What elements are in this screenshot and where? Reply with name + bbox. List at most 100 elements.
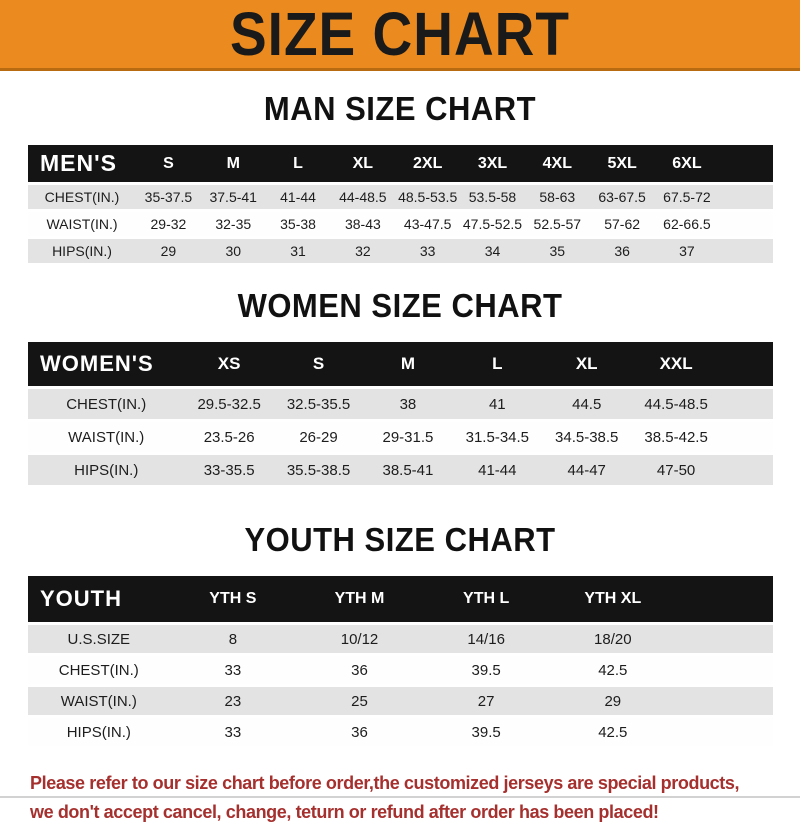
column-header: S	[273, 342, 364, 386]
table-row: CHEST(IN.) 29.5-32.5 32.5-35.5 38 41 44.5 44.5…	[28, 389, 773, 419]
disclaimer-line-2: we don't accept cancel, change, teturn o…	[30, 802, 659, 822]
size-value: 29.5-32.5	[184, 389, 274, 419]
size-value: 31	[265, 239, 331, 263]
size-value: 32-35	[200, 212, 266, 236]
size-value: 57-62	[589, 212, 655, 236]
table-corner-label: MEN'S	[28, 145, 137, 182]
size-value: 37	[654, 239, 720, 263]
size-value: 23.5-26	[184, 422, 274, 452]
row-spacer	[720, 389, 773, 419]
row-spacer	[720, 422, 773, 452]
size-value: 14/16	[422, 625, 550, 653]
row-label: CHEST(IN.)	[28, 656, 170, 684]
row-spacer	[719, 212, 773, 236]
table-corner-label: WOMEN'S	[28, 342, 185, 386]
row-label: HIPS(IN.)	[28, 718, 170, 746]
header-spacer	[720, 342, 773, 386]
table-row: WAIST(IN.) 23.5-26 26-29 29-31.5 31.5-34.5 34…	[28, 422, 773, 452]
column-header: S	[136, 145, 201, 182]
row-spacer	[676, 687, 773, 715]
row-spacer	[719, 185, 773, 209]
row-spacer	[720, 455, 773, 485]
table-row: WAIST(IN.) 23 25 27 29	[28, 687, 773, 715]
size-value: 18/20	[549, 625, 677, 653]
size-value: 35.5-38.5	[273, 455, 364, 485]
youth-section-heading: YOUTH SIZE CHART	[244, 520, 556, 559]
row-spacer	[719, 239, 773, 263]
size-value: 38-43	[330, 212, 396, 236]
column-header: 5XL	[589, 145, 655, 182]
size-value: 33	[169, 718, 297, 746]
table-row: HIPS(IN.) 29 30 31 32 33 34 35 36 37	[28, 239, 773, 263]
bottom-divider	[0, 796, 800, 798]
size-value: 44.5-48.5	[631, 389, 721, 419]
row-label: U.S.SIZE	[28, 625, 170, 653]
column-header: M	[200, 145, 266, 182]
size-value: 30	[200, 239, 266, 263]
size-value: 36	[589, 239, 655, 263]
table-header-row: YOUTH YTH S YTH M YTH L YTH XL	[28, 576, 773, 622]
size-value: 33	[395, 239, 461, 263]
women-size-table: WOMEN'S XS S M L XL XXL CHEST(IN.) 29.5-32.5 32.5…	[28, 339, 773, 488]
disclaimer-note: Please refer to our size chart before or…	[30, 769, 800, 827]
table-header-row: MEN'S S M L XL 2XL 3XL 4XL 5XL 6XL	[28, 145, 773, 182]
row-label: CHEST(IN.)	[28, 389, 185, 419]
table-row: CHEST(IN.) 33 36 39.5 42.5	[28, 656, 773, 684]
column-header: YTH L	[422, 576, 550, 622]
table-corner-label: YOUTH	[28, 576, 170, 622]
size-value: 29	[136, 239, 201, 263]
header-spacer	[719, 145, 773, 182]
size-value: 29	[549, 687, 677, 715]
size-value: 38.5-42.5	[631, 422, 721, 452]
row-label: WAIST(IN.)	[28, 687, 170, 715]
column-header: 3XL	[460, 145, 525, 182]
row-spacer	[676, 625, 773, 653]
size-value: 34.5-38.5	[542, 422, 632, 452]
disclaimer-line-1: Please refer to our size chart before or…	[30, 773, 740, 793]
row-spacer	[676, 718, 773, 746]
table-row: U.S.SIZE 8 10/12 14/16 18/20	[28, 625, 773, 653]
column-header: L	[452, 342, 543, 386]
column-header: M	[363, 342, 453, 386]
size-value: 35-37.5	[136, 185, 201, 209]
size-value: 25	[296, 687, 423, 715]
size-value: 29-31.5	[363, 422, 453, 452]
size-value: 34	[460, 239, 525, 263]
size-value: 41-44	[265, 185, 331, 209]
column-header: YTH M	[296, 576, 423, 622]
size-value: 23	[169, 687, 297, 715]
table-header-row: WOMEN'S XS S M L XL XXL	[28, 342, 773, 386]
row-label: HIPS(IN.)	[28, 455, 185, 485]
column-header: 6XL	[654, 145, 720, 182]
size-value: 42.5	[549, 656, 677, 684]
size-value: 36	[296, 656, 423, 684]
size-value: 58-63	[524, 185, 590, 209]
column-header: XXL	[631, 342, 721, 386]
column-header: XL	[330, 145, 396, 182]
size-value: 39.5	[422, 656, 550, 684]
row-label: CHEST(IN.)	[28, 185, 137, 209]
size-value: 35-38	[265, 212, 331, 236]
size-value: 33	[169, 656, 297, 684]
size-value: 31.5-34.5	[452, 422, 543, 452]
size-value: 44-47	[542, 455, 632, 485]
size-value: 38	[363, 389, 453, 419]
table-row: HIPS(IN.) 33-35.5 35.5-38.5 38.5-41 41-44 44-…	[28, 455, 773, 485]
row-label: HIPS(IN.)	[28, 239, 137, 263]
column-header: XS	[184, 342, 274, 386]
row-label: WAIST(IN.)	[28, 422, 185, 452]
banner-title: SIZE CHART	[230, 0, 570, 69]
size-value: 29-32	[136, 212, 201, 236]
size-value: 36	[296, 718, 423, 746]
size-value: 44-48.5	[330, 185, 396, 209]
table-row: WAIST(IN.) 29-32 32-35 35-38 38-43 43-47.5 47.…	[28, 212, 773, 236]
size-value: 44.5	[542, 389, 632, 419]
size-value: 62-66.5	[654, 212, 720, 236]
table-row: HIPS(IN.) 33 36 39.5 42.5	[28, 718, 773, 746]
size-value: 10/12	[296, 625, 423, 653]
header-spacer	[676, 576, 773, 622]
size-value: 41	[452, 389, 543, 419]
youth-size-table: YOUTH YTH S YTH M YTH L YTH XL U.S.SIZE 8 10/12…	[28, 573, 773, 749]
size-value: 8	[169, 625, 297, 653]
